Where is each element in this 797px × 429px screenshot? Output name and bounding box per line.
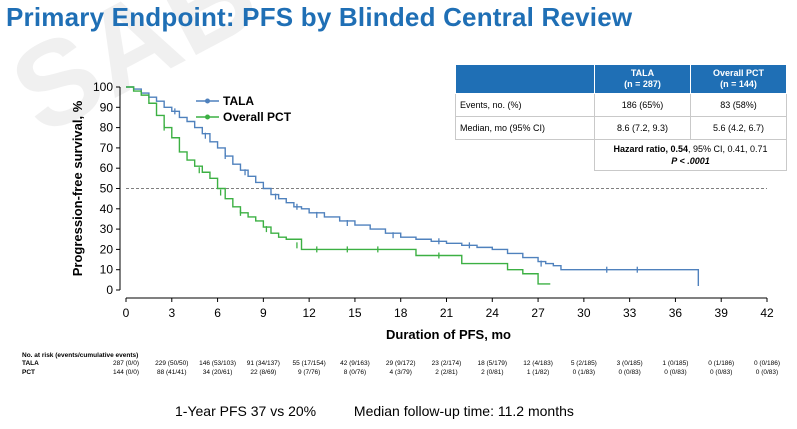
y-tick-label: 90 (100, 100, 114, 114)
x-tick-label: 42 (760, 306, 774, 320)
risk-cell: 12 (4/183) (523, 360, 553, 367)
risk-cell: 34 (20/61) (202, 369, 233, 376)
hazard-ci: , 95% CI, 0.41, 0.71 (688, 144, 768, 154)
y-tick-label: 80 (100, 121, 114, 135)
y-tick-label: 20 (100, 242, 114, 256)
risk-cell: 144 (0/0) (112, 369, 140, 376)
stats-empty-cell (455, 139, 596, 171)
stats-value: 8.6 (7.2, 9.3) (594, 116, 691, 140)
x-tick-label: 9 (260, 306, 267, 320)
risk-table-header: No. at risk (events/cumulative events) (22, 352, 139, 359)
risk-cell: 0 (0/83) (755, 369, 779, 376)
y-tick-label: 70 (100, 141, 114, 155)
x-tick-label: 3 (168, 306, 175, 320)
x-tick-label: 21 (440, 306, 454, 320)
table-row: Median, mo (95% CI) 8.6 (7.2, 9.3) 5.6 (… (454, 116, 788, 140)
stats-header-line: Overall PCT (712, 68, 764, 78)
stats-header-line: TALA (630, 68, 655, 78)
one-year-pfs: 1-Year PFS 37 vs 20% (175, 403, 317, 419)
risk-row-label: PCT (22, 369, 35, 376)
risk-cell: 287 (0/0) (112, 360, 140, 367)
stats-value: 83 (58%) (689, 93, 788, 117)
risk-cell: 229 (50/50) (155, 360, 189, 367)
y-tick-label: 30 (100, 222, 114, 236)
stats-table: TALA (n = 287) Overall PCT (n = 144) Event… (454, 64, 788, 171)
risk-cell: 5 (2/185) (570, 360, 597, 367)
series-line-tala (126, 86, 700, 286)
risk-cell: 0 (1/186) (708, 360, 735, 367)
risk-cell: 2 (2/81) (435, 369, 458, 376)
series-lines (126, 86, 700, 286)
x-tick-label: 12 (302, 306, 316, 320)
risk-cell: 18 (5/179) (477, 360, 508, 367)
risk-cell: 8 (0/76) (343, 369, 367, 376)
x-tick-label: 30 (577, 306, 591, 320)
stats-header-pct: Overall PCT (n = 144) (689, 64, 788, 94)
x-tick-label: 39 (715, 306, 729, 320)
y-axis-label: Progression-free survival, % (70, 100, 85, 276)
stats-value: 5.6 (4.2, 6.7) (689, 116, 788, 140)
risk-cell: 55 (17/154) (292, 360, 326, 367)
median-follow-up: Median follow-up time: 11.2 months (353, 403, 574, 419)
stats-value: 186 (65%) (594, 93, 691, 117)
risk-cell: 1 (0/185) (662, 360, 689, 367)
stats-label: Events, no. (%) (454, 93, 596, 117)
hazard-value: 0.54 (670, 144, 688, 154)
legend-label: Overall PCT (223, 110, 292, 124)
x-tick-label: 6 (214, 306, 221, 320)
risk-cell: 1 (1/82) (526, 369, 550, 376)
risk-cell: 4 (3/79) (389, 369, 412, 376)
table-row: Hazard ratio, 0.54, 95% CI, 0.41, 0.71 P… (455, 139, 787, 171)
footer: 1-Year PFS 37 vs 20% Median follow-up ti… (175, 403, 574, 419)
y-tick-label: 60 (100, 161, 114, 175)
legend-label: TALA (223, 94, 254, 108)
series-line-pct (126, 86, 551, 285)
legend-marker (205, 114, 210, 120)
stats-header-line: (n = 144) (720, 79, 757, 89)
p-value: P < .0001 (671, 156, 710, 166)
x-tick-label: 33 (623, 306, 637, 320)
page-title: Primary Endpoint: PFS by Blinded Central… (6, 2, 633, 32)
y-tick-label: 40 (100, 202, 114, 216)
stats-header-empty (454, 64, 596, 94)
x-tick-label: 18 (394, 306, 408, 320)
risk-cell: 9 (7/76) (297, 369, 321, 376)
hazard-ratio-cell: Hazard ratio, 0.54, 95% CI, 0.41, 0.71 P… (594, 139, 787, 171)
table-row: Events, no. (%) 186 (65%) 83 (58%) (454, 93, 788, 117)
x-tick-label: 36 (669, 306, 683, 320)
x-tick-label: 27 (531, 306, 545, 320)
x-tick-label: 15 (348, 306, 362, 320)
stats-header-tala: TALA (n = 287) (594, 64, 691, 94)
risk-cell: 0 (0/83) (664, 369, 687, 376)
risk-cell: 91 (34/137) (246, 360, 280, 367)
legend: TALA Overall PCT (196, 94, 292, 124)
y-tick-label: 100 (93, 80, 113, 94)
risk-cell: 23 (2/174) (431, 360, 462, 367)
x-tick-label: 24 (486, 306, 500, 320)
x-tick-label: 0 (123, 306, 130, 320)
risk-cell: 88 (41/41) (156, 369, 187, 376)
y-tick-label: 10 (100, 263, 114, 277)
risk-cell: 0 (1/83) (572, 369, 596, 376)
risk-cell: 42 (9/163) (340, 360, 370, 367)
risk-cell: 0 (0/83) (710, 369, 733, 376)
x-axis-label: Duration of PFS, mo (386, 327, 511, 342)
risk-row-label: TALA (22, 360, 39, 367)
risk-cell: 29 (9/172) (385, 360, 416, 367)
risk-cell: 146 (53/103) (199, 360, 236, 367)
hazard-prefix: Hazard ratio, (613, 144, 671, 154)
stats-header-line: (n = 287) (624, 79, 661, 89)
stats-label: Median, mo (95% CI) (454, 116, 596, 140)
risk-cell: 0 (0/83) (618, 369, 641, 376)
risk-cell: 22 (8/69) (250, 369, 277, 376)
legend-marker (205, 98, 210, 104)
risk-cell: 3 (0/185) (616, 360, 643, 367)
risk-cell: 0 (0/186) (753, 360, 781, 367)
y-tick-label: 50 (100, 182, 114, 196)
risk-cell: 2 (0/81) (481, 369, 504, 376)
y-tick-label: 0 (106, 283, 113, 297)
